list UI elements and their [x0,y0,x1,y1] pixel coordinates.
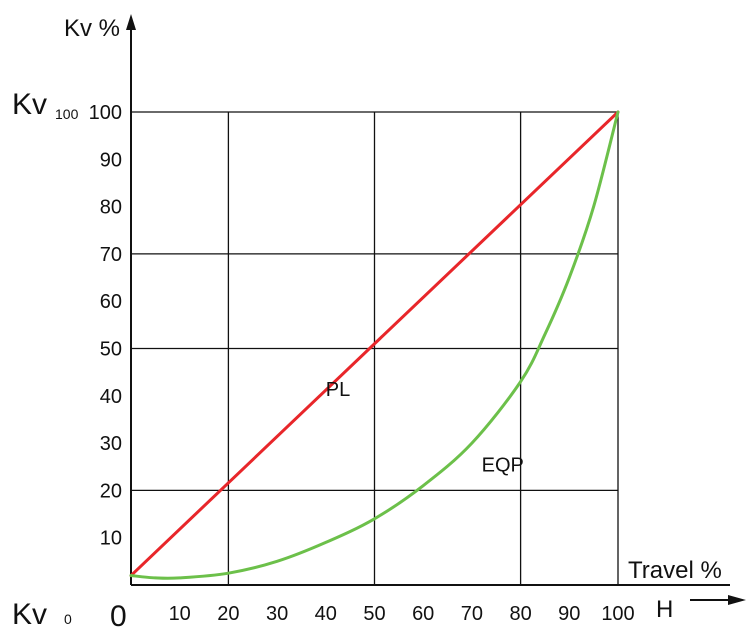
y-tick-label-30: 30 [100,433,122,455]
y-tick-labels: 10 20 30 40 50 60 70 80 90 100 [89,102,122,550]
y-tick-label-70: 70 [100,244,122,266]
x-tick-label-50: 50 [363,603,385,625]
grid [131,111,619,585]
y-tick-label-80: 80 [100,197,122,219]
kv100-sub: 100 [55,106,79,122]
x-tick-label-100: 100 [601,603,634,625]
x-tick-label-90: 90 [558,603,580,625]
kv100-main: Kv [12,88,47,121]
kv0-main: Kv [12,598,47,631]
kv100-label: Kv 100 [12,88,79,122]
y-tick-label-90: 90 [100,149,122,171]
y-axis-arrow [126,14,136,30]
annotation-pl: PL [326,379,350,401]
y-tick-label-20: 20 [100,480,122,502]
kv0-label: Kv 0 [12,598,72,631]
kv0-sub: 0 [64,611,72,627]
annotation-eqp: EQP [482,454,524,476]
x-tick-label-20: 20 [217,603,239,625]
y-tick-label-40: 40 [100,386,122,408]
y-axis-title: Kv % [64,15,120,42]
series-annotations: PL EQP [326,379,524,477]
series-line-pl [129,110,620,578]
x-tick-label-30: 30 [266,603,288,625]
y-tick-label-10: 10 [100,528,122,550]
x-axis-arrow [728,595,746,605]
x-tick-label-60: 60 [412,603,434,625]
x-tick-label-70: 70 [461,603,483,625]
x-tick-label-80: 80 [509,603,531,625]
x-tick-labels: 10 20 30 40 50 60 70 80 90 100 [169,603,635,625]
x-tick-label-40: 40 [315,603,337,625]
x-tick-label-10: 10 [169,603,191,625]
y-tick-label-100: 100 [89,102,122,124]
y-tick-label-60: 60 [100,291,122,313]
axes [126,14,746,605]
series-line-eqp [129,110,620,580]
series-lines [129,110,620,580]
x-axis-title: Travel % [628,557,722,584]
y-tick-label-50: 50 [100,339,122,361]
x-axis-end-symbol: H [656,596,673,623]
origin-label: 0 [110,600,127,633]
